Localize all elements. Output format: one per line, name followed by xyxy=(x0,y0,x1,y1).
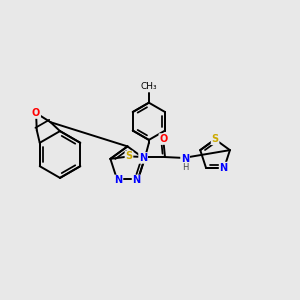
Text: N: N xyxy=(220,163,228,172)
Text: N: N xyxy=(114,176,122,185)
Text: N: N xyxy=(139,153,147,163)
Text: S: S xyxy=(125,152,133,161)
Text: H: H xyxy=(182,163,188,172)
Text: CH₃: CH₃ xyxy=(141,82,157,91)
Text: S: S xyxy=(212,134,219,144)
Text: O: O xyxy=(159,134,168,144)
Text: O: O xyxy=(32,108,40,118)
Text: N: N xyxy=(133,176,141,185)
Text: N: N xyxy=(181,154,189,164)
